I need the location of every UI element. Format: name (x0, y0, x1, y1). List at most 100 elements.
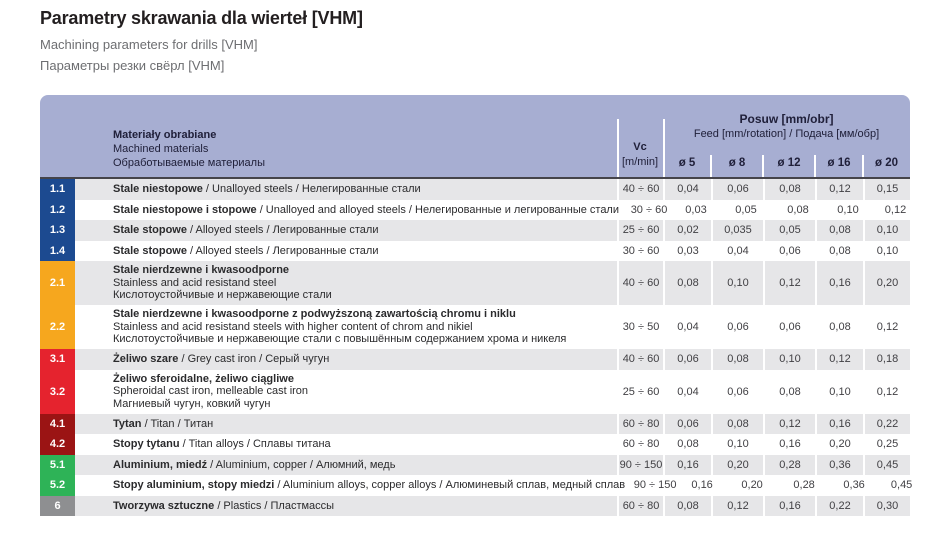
vc-value-cell: 60 ÷ 80 (617, 413, 663, 434)
feed-value-cell-d8: 0,20 (725, 475, 778, 496)
feed-title-pl: Posuw [mm/obr] (739, 112, 834, 126)
feed-value-cell-d8: 0,10 (711, 434, 763, 455)
feed-value-cell-d16: 0,16 (815, 261, 863, 305)
feed-value-cell-d5: 0,04 (663, 179, 711, 200)
feed-value-cell-d16: 0,16 (815, 413, 863, 434)
feed-value-cell-d12: 0,08 (763, 179, 815, 200)
table-row: 1.2 Stale niestopowe i stopowe / Unalloy… (40, 199, 918, 220)
feed-value-cell-d20: 0,25 (863, 434, 910, 455)
material-cell: Aluminium, miedź / Aluminium, copper / А… (75, 454, 617, 475)
materials-label-pl: Materiały obrabiane (113, 129, 217, 141)
table-row: 6 Tworzywa sztuczne / Plastics / Пластма… (40, 495, 910, 516)
feed-value-cell-d16: 0,36 (829, 475, 878, 496)
table-row: 1.3 Stale stopowe / Alloyed steels / Лег… (40, 220, 910, 241)
material-cell: Żeliwo sferoidalne, żeliwo ciągliwe Spher… (75, 369, 617, 414)
page-title: Parametry skrawania dla wierteł [VHM] (40, 8, 363, 28)
material-cell: Stale stopowe / Alloyed steels / Легиров… (75, 240, 617, 261)
feed-value-cell-d5: 0,16 (663, 454, 711, 475)
materials-label-ru: Обработываемые материалы (113, 157, 265, 169)
table-row: 3.2 Żeliwo sferoidalne, żeliwo ciągliwe S… (40, 369, 910, 414)
feed-value-cell-d5: 0,02 (663, 220, 711, 241)
feed-value-cell-d16: 0,10 (815, 369, 863, 414)
feed-value-cell-d20: 0,12 (863, 369, 910, 414)
feed-value-cell-d5: 0,16 (677, 475, 726, 496)
row-id-badge: 1.2 (40, 199, 75, 220)
feed-value-cell-d8: 0,06 (711, 369, 763, 414)
table-row: 4.2 Stopy tytanu / Titan alloys / Сплавы… (40, 434, 910, 455)
table-row: 2.2 Stale nierdzewne i kwasoodporne z po… (40, 305, 910, 349)
table-body: 1.1 Stale niestopowe / Unalloyed steels … (40, 179, 925, 516)
feed-value-cell-d8: 0,08 (711, 349, 763, 370)
feed-value-cell-d8: 0,04 (711, 240, 763, 261)
feed-value-cell-d8: 0,035 (711, 220, 763, 241)
feed-value-cell-d5: 0,03 (671, 199, 719, 220)
materials-column-header: Materiały obrabiane Machined materials О… (75, 95, 617, 177)
feed-value-cell-d8: 0,20 (711, 454, 763, 475)
material-cell: Stale niestopowe i stopowe / Unalloyed a… (75, 199, 625, 220)
table-row: 5.1 Aluminium, miedź / Aluminium, copper… (40, 454, 910, 475)
feed-value-cell-d8: 0,10 (711, 261, 763, 305)
feed-value-cell-d8: 0,06 (711, 305, 763, 349)
material-cell: Tworzywa sztuczne / Plastics / Пластмасс… (75, 495, 617, 516)
table-header: Materiały obrabiane Machined materials О… (40, 95, 910, 179)
feed-value-cell-d20: 0,30 (863, 495, 910, 516)
feed-value-cell-d20: 0,15 (863, 179, 910, 200)
feed-value-cell-d8: 0,06 (711, 179, 763, 200)
feed-value-cell-d12: 0,06 (763, 240, 815, 261)
vc-column-header: Vc [m/min] (617, 95, 663, 177)
vc-value-cell: 90 ÷ 150 (631, 475, 678, 496)
feed-value-cell-d5: 0,08 (663, 495, 711, 516)
row-id-badge: 1.3 (40, 220, 75, 241)
vc-unit: [m/min] (621, 156, 659, 168)
row-id-badge: 2.2 (40, 305, 75, 349)
row-id-badge: 5.1 (40, 454, 75, 475)
feed-value-cell-d5: 0,06 (663, 349, 711, 370)
table-row: 1.1 Stale niestopowe / Unalloyed steels … (40, 179, 910, 200)
machining-parameters-table: Materiały obrabiane Machined materials О… (40, 95, 925, 516)
vc-value-cell: 25 ÷ 60 (617, 369, 663, 414)
table-row: 3.1 Żeliwo szare / Grey cast iron / Серы… (40, 349, 910, 370)
material-cell: Stale nierdzewne i kwasoodporne Stainless… (75, 261, 617, 305)
vc-value-cell: 40 ÷ 60 (617, 261, 663, 305)
feed-value-cell-d20: 0,22 (863, 413, 910, 434)
vc-value-cell: 25 ÷ 60 (617, 220, 663, 241)
material-cell: Stale nierdzewne i kwasoodporne z podwyż… (75, 305, 617, 349)
row-id-badge: 6 (40, 495, 75, 516)
feed-value-cell-d16: 0,20 (815, 434, 863, 455)
feed-value-cell-d20: 0,12 (871, 199, 918, 220)
feed-value-cell-d12: 0,05 (763, 220, 815, 241)
feed-value-cell-d20: 0,45 (863, 454, 910, 475)
diameter-header-4: ø 16 (814, 155, 863, 177)
materials-label-en: Machined materials (113, 143, 209, 155)
row-id-badge: 1.1 (40, 179, 75, 200)
material-cell: Stopy aluminium, stopy miedzi / Aluminiu… (75, 475, 632, 496)
page-subtitle-ru: Параметры резки свёрл [VHM] (40, 58, 225, 73)
row-id-badge: 5.2 (40, 475, 75, 496)
feed-value-cell-d12: 0,28 (763, 454, 815, 475)
material-cell: Tytan / Titan / Титан (75, 413, 617, 434)
feed-value-cell-d16: 0,08 (815, 305, 863, 349)
feed-value-cell-d12: 0,10 (763, 349, 815, 370)
feed-value-cell-d16: 0,10 (823, 199, 871, 220)
vc-value-cell: 40 ÷ 60 (617, 349, 663, 370)
material-cell: Żeliwo szare / Grey cast iron / Серый чу… (75, 349, 617, 370)
feed-value-cell-d12: 0,08 (771, 199, 823, 220)
table-row: 1.4 Stale stopowe / Alloyed steels / Лег… (40, 240, 910, 261)
diameter-header-1: ø 5 (678, 157, 696, 169)
vc-label: Vc (633, 141, 647, 153)
feed-value-cell-d16: 0,22 (815, 495, 863, 516)
feed-value-cell-d16: 0,08 (815, 220, 863, 241)
table-row: 5.2 Stopy aluminium, stopy miedzi / Alum… (40, 475, 925, 496)
feed-value-cell-d16: 0,12 (815, 179, 863, 200)
feed-value-cell-d12: 0,16 (763, 495, 815, 516)
feed-value-cell-d20: 0,20 (863, 261, 910, 305)
feed-value-cell-d12: 0,08 (763, 369, 815, 414)
vc-value-cell: 60 ÷ 80 (617, 495, 663, 516)
feed-value-cell-d12: 0,28 (777, 475, 830, 496)
diameter-header-3: ø 12 (762, 155, 815, 177)
feed-value-cell-d20: 0,18 (863, 349, 910, 370)
diameter-header-5: ø 20 (862, 155, 910, 177)
diameter-header-2: ø 8 (710, 155, 763, 177)
feed-value-cell-d16: 0,12 (815, 349, 863, 370)
vc-value-cell: 60 ÷ 80 (617, 434, 663, 455)
